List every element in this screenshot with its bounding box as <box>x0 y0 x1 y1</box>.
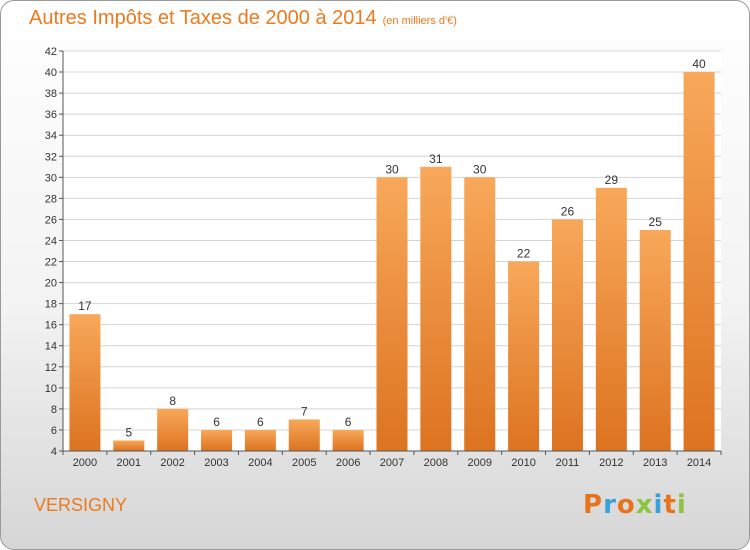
data-label: 6 <box>213 415 220 429</box>
bar <box>332 429 364 451</box>
bar <box>595 187 627 451</box>
y-tick-label: 4 <box>51 446 57 458</box>
data-label: 7 <box>301 404 308 418</box>
bar <box>69 314 101 451</box>
chart-subtitle: (en milliers d'€) <box>382 15 457 27</box>
y-tick-label: 16 <box>45 320 57 332</box>
x-tick-label: 2005 <box>292 457 316 469</box>
chart-title-text: Autres Impôts et Taxes de 2000 à 2014 <box>29 7 377 29</box>
x-tick-label: 2004 <box>248 457 272 469</box>
x-tick-label: 2007 <box>380 457 404 469</box>
y-tick-label: 22 <box>45 257 57 269</box>
data-label: 6 <box>345 415 352 429</box>
y-tick-label: 10 <box>45 383 57 395</box>
data-label: 31 <box>429 152 443 166</box>
town-name: VERSIGNY <box>34 495 128 515</box>
logo-letter: o <box>616 490 636 520</box>
data-label: 26 <box>561 204 575 218</box>
bar <box>201 429 233 451</box>
y-tick-label: 34 <box>45 130 57 142</box>
y-tick-label: 14 <box>45 341 57 353</box>
x-tick-label: 2013 <box>643 457 667 469</box>
y-tick-label: 24 <box>45 235 57 247</box>
proxiti-logo: Proxiti <box>583 490 687 520</box>
bar <box>157 408 189 451</box>
y-tick-label: 12 <box>45 362 57 374</box>
x-tick-label: 2001 <box>117 457 141 469</box>
logo-letter: i <box>676 490 687 520</box>
bar <box>376 177 408 451</box>
y-tick-label: 36 <box>45 109 57 121</box>
y-tick-label: 26 <box>45 214 57 226</box>
y-tick-label: 28 <box>45 193 57 205</box>
data-label: 5 <box>125 425 132 439</box>
data-label: 8 <box>169 394 176 408</box>
y-tick-label: 20 <box>45 278 57 290</box>
data-label: 29 <box>605 173 619 187</box>
x-tick-label: 2002 <box>160 457 184 469</box>
bar <box>113 440 145 451</box>
y-tick-label: 32 <box>45 151 57 163</box>
logo-letter: P <box>583 490 604 520</box>
chart-title: Autres Impôts et Taxes de 2000 à 2014 (en… <box>29 7 457 30</box>
y-tick-label: 40 <box>45 67 57 79</box>
x-tick-label: 2014 <box>687 457 711 469</box>
x-tick-label: 2012 <box>599 457 623 469</box>
x-tick-label: 2008 <box>424 457 448 469</box>
y-tick-label: 42 <box>45 46 57 58</box>
data-label: 25 <box>649 215 663 229</box>
y-tick-label: 38 <box>45 88 57 100</box>
bar <box>508 261 540 451</box>
bar <box>464 177 496 451</box>
bar <box>244 429 276 451</box>
bar <box>420 166 452 451</box>
x-tick-label: 2009 <box>467 457 491 469</box>
x-tick-label: 2000 <box>73 457 97 469</box>
y-tick-label: 18 <box>45 299 57 311</box>
data-label: 17 <box>78 299 92 313</box>
logo-letter: r <box>603 490 617 520</box>
bar <box>551 219 583 451</box>
x-tick-label: 2010 <box>511 457 535 469</box>
logo-letter: t <box>663 490 677 520</box>
x-tick-label: 2011 <box>556 457 580 469</box>
data-label: 6 <box>257 415 264 429</box>
bar <box>683 72 715 451</box>
data-label: 30 <box>385 162 399 176</box>
y-tick-label: 30 <box>45 172 57 184</box>
bar <box>288 419 320 451</box>
logo-letter: i <box>653 490 664 520</box>
x-tick-label: 2003 <box>204 457 228 469</box>
data-label: 22 <box>517 247 531 261</box>
y-tick-label: 6 <box>51 425 57 437</box>
y-tick-label: 8 <box>51 404 57 416</box>
data-label: 40 <box>692 57 706 71</box>
logo-letter: x <box>635 490 654 520</box>
x-tick-label: 2006 <box>336 457 360 469</box>
bar <box>639 229 671 451</box>
data-label: 30 <box>473 162 487 176</box>
